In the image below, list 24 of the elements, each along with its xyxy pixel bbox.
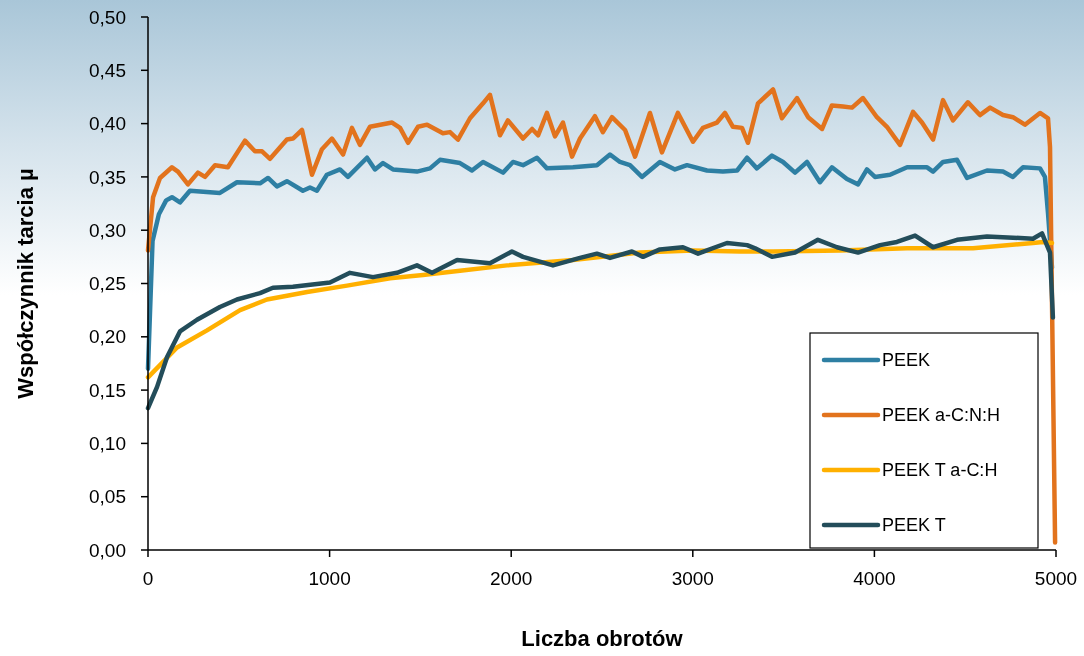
line-series	[145, 87, 1058, 545]
y-tick-label: 0,20	[89, 326, 126, 348]
y-tick-label: 0,30	[89, 219, 126, 241]
y-tick-label: 0,10	[89, 433, 126, 455]
x-tick-label: 5000	[1034, 568, 1078, 589]
x-tick-label: 3000	[671, 568, 714, 589]
y-tick-label: 0,50	[89, 6, 126, 28]
y-tick-label: 0,45	[89, 59, 126, 81]
legend-label: PEEK	[882, 350, 931, 371]
y-tick-label: 0,35	[89, 166, 126, 188]
y-tick-label: 0,25	[89, 273, 126, 295]
y-tick-label: 0,40	[89, 113, 126, 135]
x-axis-title: Liczba obrotów	[521, 626, 684, 651]
x-tick-label: 1000	[308, 568, 351, 589]
x-tick-label: 4000	[853, 568, 896, 589]
legend-label: PEEK a-C:N:H	[882, 405, 1001, 426]
y-tick-label: 0,05	[89, 486, 126, 508]
legend-label: PEEK T a-C:H	[882, 460, 998, 481]
x-tick-label: 2000	[490, 568, 533, 589]
y-tick-label: 0,00	[89, 539, 126, 561]
legend-label: PEEK T	[882, 515, 946, 536]
x-tick-label: 0	[142, 568, 154, 589]
y-axis-title: Współczynnik tarcia µ	[13, 168, 38, 399]
y-tick-label: 0,15	[89, 379, 126, 401]
